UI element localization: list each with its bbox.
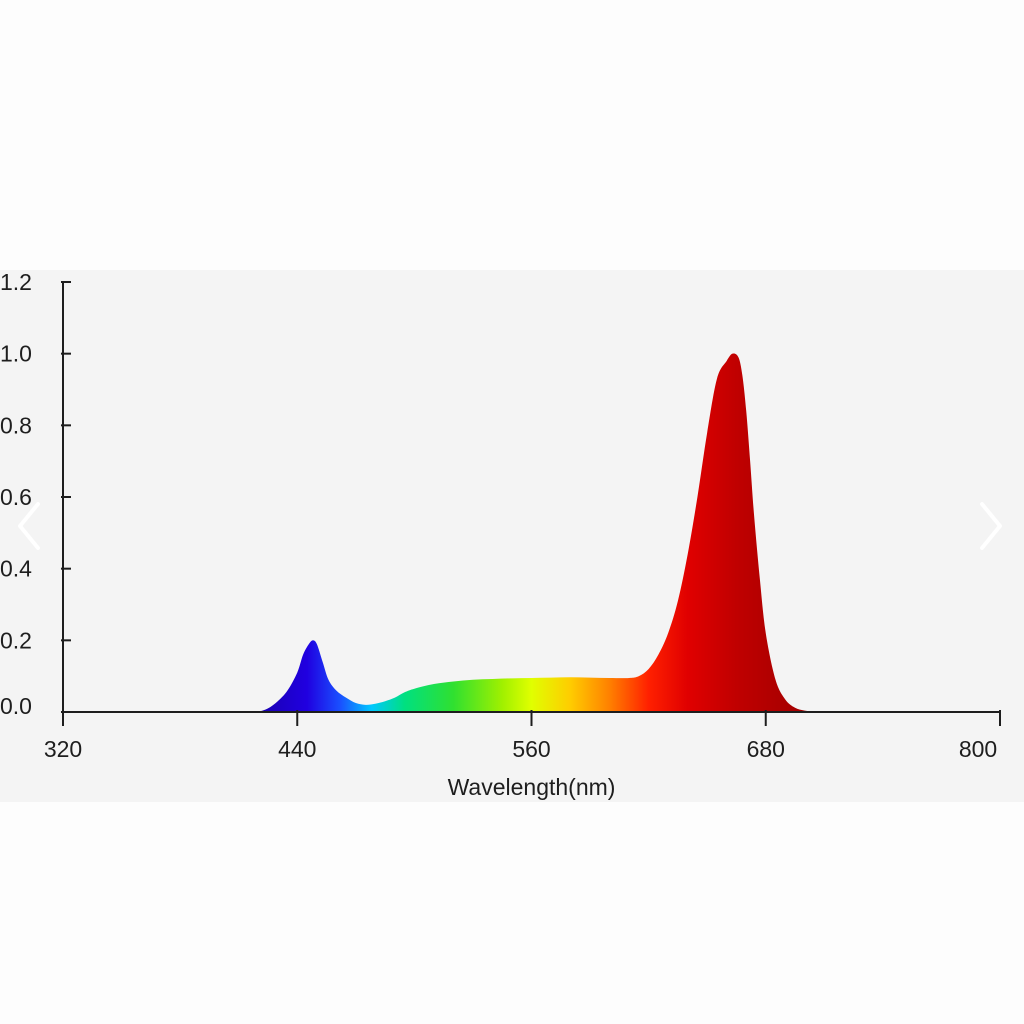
spectrum-chart: 0.0 0.2 0.4 0.6 0.8 1.0 1.2 320 440 560 680 800 Wav… bbox=[0, 269, 1001, 800]
y-tick-label: 0.8 bbox=[0, 412, 32, 438]
series-layer bbox=[258, 353, 825, 712]
ticks-layer: 0.0 0.2 0.4 0.6 0.8 1.0 1.2 320 440 560 680 800 bbox=[0, 269, 997, 762]
chevron-left-icon bbox=[18, 502, 40, 550]
x-tick-label: 320 bbox=[44, 736, 82, 762]
chevron-right-icon bbox=[980, 502, 1002, 550]
y-tick-label: 1.2 bbox=[0, 269, 32, 295]
axes-layer bbox=[61, 281, 1001, 726]
y-tick-label: 0.0 bbox=[0, 693, 32, 719]
x-tick-label: 560 bbox=[512, 736, 550, 762]
y-tick-label: 0.6 bbox=[0, 484, 32, 510]
x-tick-label: 800 bbox=[959, 736, 997, 762]
x-tick-label: 440 bbox=[278, 736, 316, 762]
chart-panel: 0.0 0.2 0.4 0.6 0.8 1.0 1.2 320 440 560 680 800 Wav… bbox=[0, 269, 1024, 802]
y-tick-label: 0.4 bbox=[0, 556, 32, 582]
prev-slide-button[interactable] bbox=[8, 496, 48, 556]
spectrum-area-series-0 bbox=[258, 353, 825, 712]
x-tick-label: 680 bbox=[747, 736, 785, 762]
x-axis-title: Wavelength(nm) bbox=[448, 774, 616, 800]
next-slide-button[interactable] bbox=[972, 496, 1012, 556]
y-tick-label: 0.2 bbox=[0, 627, 32, 653]
y-tick-label: 1.0 bbox=[0, 341, 32, 367]
